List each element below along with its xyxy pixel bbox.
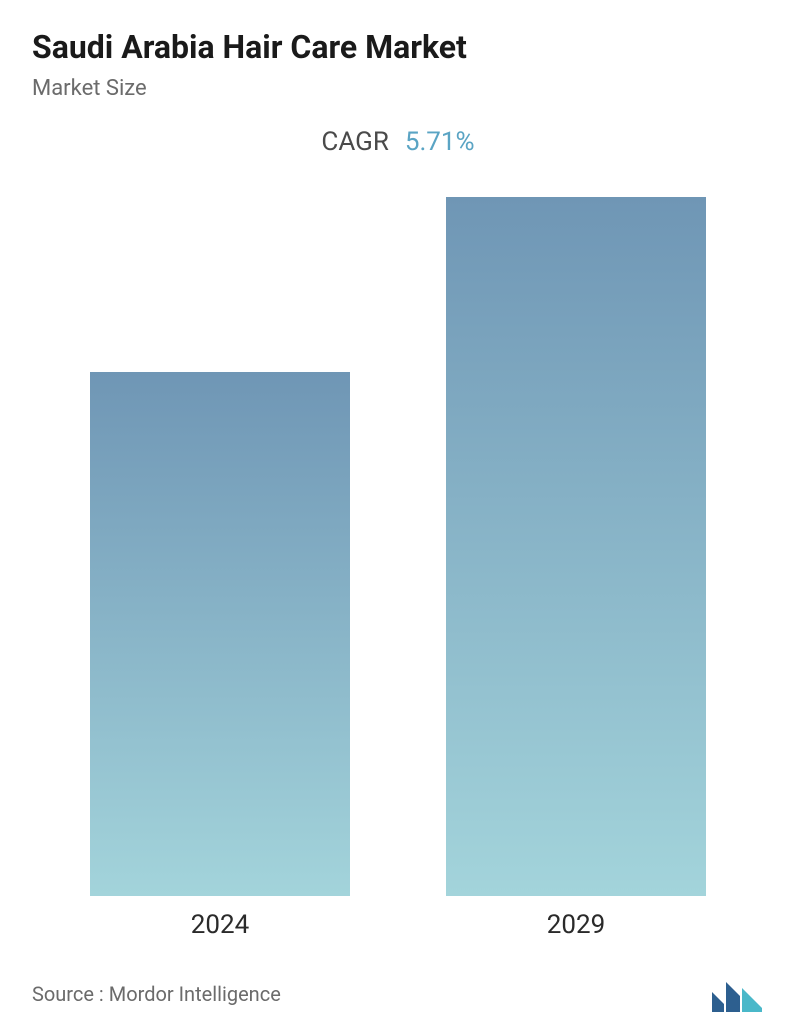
chart-container: Saudi Arabia Hair Care Market Market Siz… [0, 0, 796, 1034]
bar-2024 [90, 372, 350, 896]
x-axis: 2024 2029 [72, 896, 724, 956]
cagr-label: CAGR [321, 127, 388, 157]
chart-title: Saudi Arabia Hair Care Market [32, 28, 764, 66]
mordor-logo-icon [710, 974, 764, 1014]
cagr-row: CAGR 5.71% [32, 127, 764, 157]
bars-wrap [72, 197, 724, 896]
source-text: Source : Mordor Intelligence [32, 982, 281, 1006]
cagr-value: 5.71% [405, 127, 475, 157]
bar-2029 [446, 197, 706, 896]
footer: Source : Mordor Intelligence [32, 956, 764, 1014]
chart-subtitle: Market Size [32, 76, 764, 101]
x-label-2024: 2024 [90, 910, 350, 940]
x-label-2029: 2029 [446, 910, 706, 940]
chart-plot-area: 2024 2029 [72, 197, 724, 956]
